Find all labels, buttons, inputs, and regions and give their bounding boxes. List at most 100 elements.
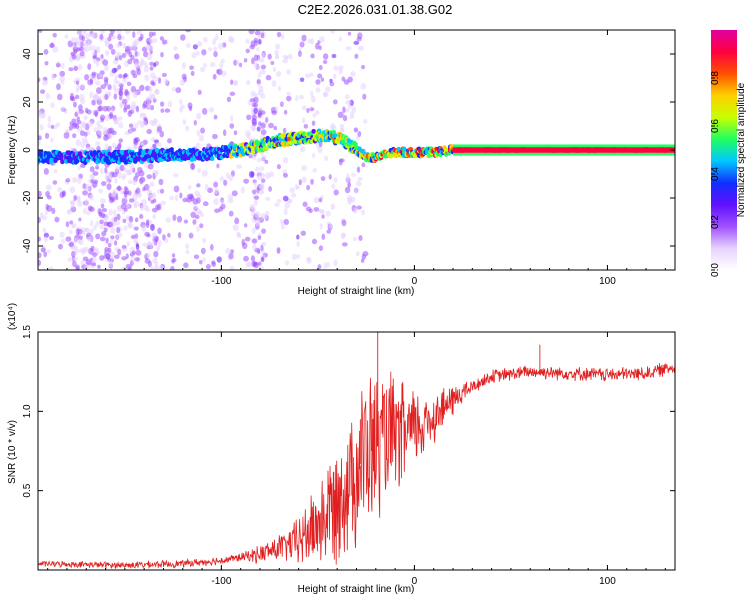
spectrogram-noise-cell <box>172 214 177 221</box>
spectrogram-noise-cell <box>136 30 142 36</box>
spectrogram-noise-cell <box>162 234 166 241</box>
spectrogram-noise-cell <box>57 243 63 250</box>
spectrogram-noise-cell <box>125 94 131 102</box>
spectrogram-noise-cell <box>65 178 71 183</box>
spectrogram-noise-cell <box>52 32 57 38</box>
spectrogram-noise-cell <box>157 227 162 235</box>
spectrogram-noise-cell <box>38 77 41 83</box>
x-tick-label: 100 <box>599 276 616 287</box>
spectrogram-noise-cell <box>219 62 224 70</box>
spectrogram-noise-cell <box>338 65 344 70</box>
x-tick-label: 0 <box>412 576 418 587</box>
spectrogram-noise-cell <box>253 54 259 62</box>
spectrogram-noise-cell <box>61 190 67 197</box>
spectrogram-noise-cell <box>259 69 266 75</box>
spectrogram-noise-cell <box>81 122 87 129</box>
spectrogram-noise-cell <box>75 123 80 130</box>
spectrogram-noise-cell <box>299 94 305 100</box>
spectrogram-noise-cell <box>160 51 164 58</box>
spectrogram-noise-cell <box>107 36 112 42</box>
spectrogram-noise-cell <box>183 262 189 269</box>
spectrogram-noise-cell <box>200 247 206 255</box>
spectrogram-noise-cell <box>38 113 44 119</box>
spectrogram-noise-cell <box>264 159 269 164</box>
spectrogram-noise-cell <box>147 241 154 249</box>
spectrogram-noise-cell <box>119 164 125 172</box>
spectrogram-noise-cell <box>274 53 279 60</box>
spectrogram-noise-cell <box>130 246 136 252</box>
spectrogram-noise-cell <box>284 202 290 209</box>
spectrogram-noise-cell <box>315 79 321 85</box>
spectrogram-noise-cell <box>256 46 260 52</box>
spectrogram-noise-cell <box>43 168 49 175</box>
spectrogram-noise-cell <box>182 119 187 125</box>
spectrogram-noise-cell <box>104 94 109 100</box>
spectrogram-noise-cell <box>279 219 286 224</box>
spectrogram-noise-cell <box>347 31 352 36</box>
spectrogram-noise-cell <box>314 110 320 116</box>
spectrogram-noise-cell <box>357 130 362 138</box>
spectrogram-noise-cell <box>128 215 133 223</box>
spectrogram-noise-cell <box>78 46 84 52</box>
spectrogram-noise-cell <box>273 202 280 207</box>
spectrogram-noise-cell <box>44 209 48 216</box>
spectrogram-noise-cell <box>45 184 52 191</box>
spectrogram-noise-cell <box>167 138 172 144</box>
spectrogram-noise-cell <box>98 73 103 79</box>
spectrogram-noise-cell <box>140 58 144 64</box>
spectrogram-noise-cell <box>342 114 348 122</box>
y-tick-label: -20 <box>22 190 33 205</box>
spectrogram-noise-cell <box>77 165 81 171</box>
spectrogram-noise-cell <box>44 61 49 66</box>
spectrogram-noise-cell <box>114 177 118 184</box>
spectrogram-noise-cell <box>76 120 82 125</box>
spectrogram-noise-cell <box>313 196 320 204</box>
spectrogram-noise-cell <box>260 241 267 246</box>
spectrogram-noise-cell <box>133 144 139 150</box>
spectrogram-noise-cell <box>101 207 108 213</box>
spectrogram-noise-cell <box>99 33 104 40</box>
spectrogram-noise-cell <box>347 103 352 110</box>
spectrogram-noise-cell <box>136 68 142 76</box>
spectrogram-noise-cell <box>214 208 220 214</box>
spectrogram-noise-cell <box>194 190 201 197</box>
spectrogram-noise-cell <box>109 30 116 34</box>
spectrogram-noise-cell <box>286 91 291 96</box>
spectrogram-noise-cell <box>113 240 118 246</box>
spectrogram-noise-cell <box>85 258 92 266</box>
spectrogram-noise-cell <box>144 74 150 82</box>
spectrogram-noise-cell <box>331 183 336 190</box>
spectrogram-noise-cell <box>74 112 78 118</box>
y-tick-label: 1.5 <box>22 325 33 339</box>
spectrogram-noise-cell <box>192 44 198 50</box>
spectrogram-noise-cell <box>321 233 326 240</box>
spectrogram-noise-cell <box>338 67 343 75</box>
spectrogram-noise-cell <box>219 176 225 182</box>
spectrogram-noise-cell <box>93 224 97 231</box>
spectrogram-noise-cell <box>204 183 209 191</box>
spectrogram-noise-cell <box>267 53 272 60</box>
spectrogram-noise-cell <box>198 259 203 265</box>
spectrogram-noise-cell <box>146 174 153 180</box>
spectrogram-noise-cell <box>59 70 66 77</box>
spectrogram-noise-cell <box>301 117 306 124</box>
spectrogram-noise-cell <box>216 256 222 263</box>
spectrogram-noise-cell <box>185 125 190 132</box>
spectrogram-ridge-cell <box>223 145 229 150</box>
spectrogram-noise-cell <box>56 83 61 91</box>
spectrogram-noise-cell <box>257 72 262 79</box>
spectrogram-noise-cell <box>70 201 75 208</box>
spectrogram-noise-cell <box>159 101 165 107</box>
spectrogram-noise-cell <box>229 249 235 254</box>
spectrogram-noise-cell <box>260 52 265 58</box>
spectrogram-noise-cell <box>45 203 49 211</box>
spectrogram-noise-cell <box>101 230 107 237</box>
spectrogram-noise-cell <box>95 165 100 170</box>
spectrogram-noise-cell <box>113 93 118 100</box>
spectrogram-noise-cell <box>265 74 272 81</box>
spectrogram-noise-cell <box>159 188 165 194</box>
spectrogram-noise-cell <box>156 126 163 133</box>
spectrogram-noise-cell <box>341 219 347 227</box>
spectrogram-noise-cell <box>146 252 151 258</box>
spectrogram-noise-cell <box>88 44 92 52</box>
